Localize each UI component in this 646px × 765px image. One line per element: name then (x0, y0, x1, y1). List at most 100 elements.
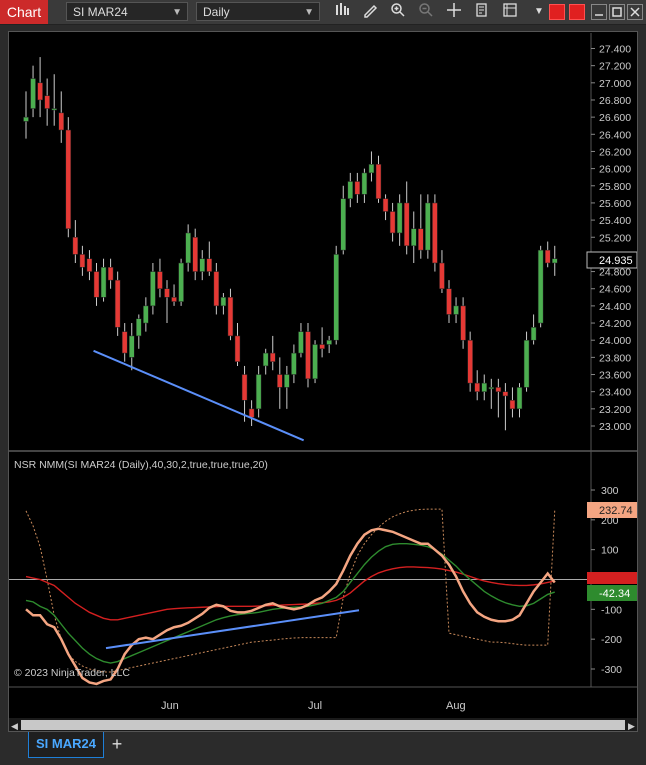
candle (44, 95, 50, 109)
indicator-value-markers: 232.74 -42.34 (587, 502, 637, 601)
last-price-marker: 24.935 (586, 251, 638, 269)
zoom-in-icon[interactable] (388, 2, 408, 22)
price-tick-label: 24.200 (599, 318, 631, 330)
price-tick-label: 23.800 (599, 352, 631, 364)
osc-main-line (25, 527, 556, 686)
chart-toolbar: Chart SI MAR24 ▼ Daily ▼ ▼ (0, 0, 646, 25)
red-value-marker (587, 572, 637, 584)
candle (375, 164, 382, 199)
candle (411, 228, 417, 247)
chart-canvas[interactable]: 27.400 27.200 27.000 26.800 26.600 26.400 26.2… (9, 32, 638, 732)
zoom-out-icon[interactable] (416, 2, 436, 22)
price-tick-label: 27.400 (599, 44, 631, 56)
price-tick-label: 27.200 (599, 61, 631, 73)
scroll-right-icon[interactable]: ▶ (628, 721, 635, 731)
candle (185, 232, 191, 264)
scrollbar-thumb[interactable] (21, 720, 625, 730)
osc-green-line (25, 543, 555, 664)
candle (523, 339, 530, 388)
candle (418, 228, 424, 251)
candle (157, 271, 163, 289)
instrument-link-icon[interactable] (569, 4, 585, 20)
candle (248, 408, 255, 418)
tab-si-mar24[interactable]: SI MAR24 (28, 732, 104, 758)
indicator-label[interactable]: NSR NMM(SI MAR24 (Daily),40,30,2,true,tr… (14, 459, 268, 471)
crosshair-icon[interactable] (444, 2, 464, 22)
minimize-icon[interactable] (591, 4, 607, 20)
candle (544, 249, 551, 264)
time-label-aug: Aug (446, 700, 466, 712)
osc-red-line (25, 566, 555, 621)
candle (432, 202, 438, 264)
osc-dotted-line (25, 508, 556, 673)
price-tick-label: 24.600 (599, 284, 631, 296)
price-tick-label: 24.400 (599, 301, 631, 313)
data-box-icon[interactable] (472, 2, 492, 22)
candle (425, 202, 431, 251)
candle (326, 339, 332, 345)
horizontal-scrollbar[interactable]: ◀ ▶ (9, 718, 637, 732)
close-icon[interactable] (627, 4, 643, 20)
indicator-value-top: 232.74 (599, 505, 633, 517)
instrument-value: SI MAR24 (73, 5, 128, 19)
candle (93, 271, 100, 298)
candle (537, 249, 544, 324)
drawing-tools-icon[interactable] (360, 2, 380, 22)
candle (86, 258, 93, 272)
candle (481, 382, 487, 392)
price-tick-label: 23.600 (599, 370, 631, 382)
price-tick-label: 23.000 (599, 421, 631, 433)
candle (227, 297, 234, 337)
time-label-jun: Jun (161, 700, 179, 712)
menu-dropdown-icon[interactable]: ▼ (534, 6, 544, 17)
candle (474, 382, 480, 392)
instrument-selector[interactable]: SI MAR24 ▼ (66, 2, 188, 21)
price-tick-label: 25.800 (599, 181, 631, 193)
properties-icon[interactable] (500, 2, 520, 22)
indicator-tick-label: 100 (601, 545, 619, 557)
candle (23, 116, 29, 122)
price-tick-label: 26.800 (599, 95, 631, 107)
candle (284, 374, 290, 388)
time-label-jul: Jul (308, 700, 322, 712)
candle (403, 202, 410, 247)
add-tab-icon[interactable]: + (111, 734, 123, 754)
candle (368, 164, 375, 174)
candle (192, 237, 198, 272)
candle (72, 237, 79, 255)
bar-style-icon[interactable] (332, 2, 352, 22)
candle (150, 271, 156, 307)
candle (361, 172, 368, 195)
candle (164, 288, 170, 298)
scroll-left-icon[interactable]: ◀ (11, 721, 18, 731)
price-trendline (93, 349, 305, 442)
price-tick-label: 26.000 (599, 164, 631, 176)
price-tick-label: 23.400 (599, 387, 631, 399)
candle (354, 181, 361, 195)
candle (312, 344, 318, 380)
price-tick-label: 26.200 (599, 146, 631, 158)
indicator-tick-label: -200 (601, 634, 622, 646)
price-tick-label: 25.400 (599, 215, 631, 227)
indicator-trendline (105, 609, 360, 650)
candle (79, 254, 86, 268)
candle (30, 78, 36, 109)
price-tick-label: 23.200 (599, 404, 631, 416)
chart-title-button[interactable]: Chart (0, 0, 48, 24)
candle (389, 211, 396, 234)
candle (262, 352, 269, 367)
link-color-icon[interactable] (549, 4, 565, 20)
candle (382, 198, 389, 212)
chevron-down-icon: ▼ (172, 7, 182, 18)
price-axis[interactable]: 27.400 27.200 27.000 26.800 26.600 26.400 26.2… (591, 44, 631, 434)
maximize-icon[interactable] (609, 4, 625, 20)
last-price-label: 24.935 (599, 255, 633, 267)
time-axis[interactable]: Jun Jul Aug (161, 700, 466, 712)
candle (509, 400, 516, 410)
candle (270, 352, 276, 362)
candle (171, 297, 177, 302)
interval-selector[interactable]: Daily ▼ (196, 2, 320, 21)
candle (347, 181, 354, 199)
chart-frame: 27.400 27.200 27.000 26.800 26.600 26.400 26.2… (8, 31, 638, 732)
